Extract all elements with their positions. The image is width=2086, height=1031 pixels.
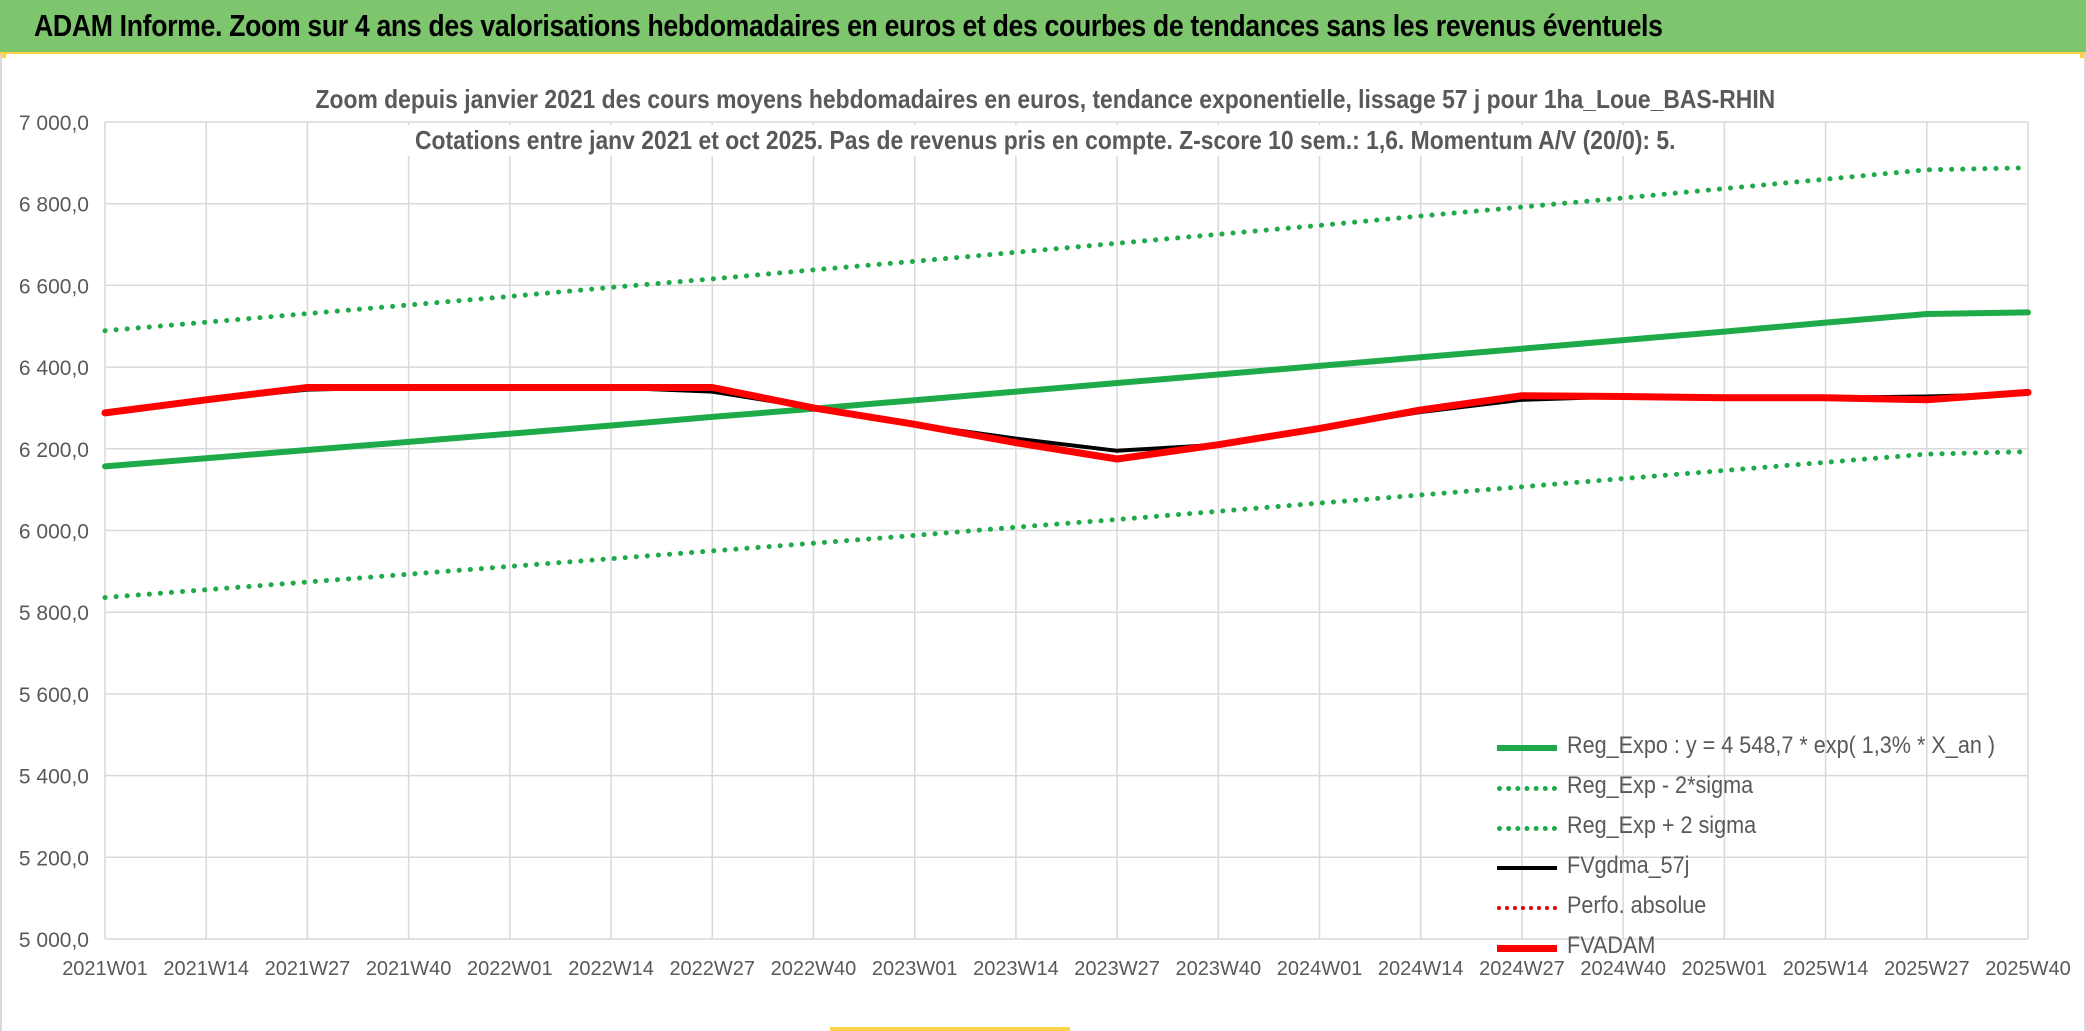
legend-label: Perfo. absolue: [1567, 892, 1707, 919]
y-tick-label: 7 000,0: [19, 112, 89, 135]
x-tick-label: 2025W40: [1985, 958, 2071, 980]
x-tick-label: 2024W40: [1580, 958, 1666, 980]
y-tick-label: 5 200,0: [19, 847, 89, 870]
y-tick-label: 5 000,0: [19, 929, 89, 952]
y-tick-label: 5 600,0: [19, 684, 89, 707]
x-tick-label: 2023W40: [1176, 958, 1262, 980]
x-tick-label: 2025W27: [1884, 958, 1970, 980]
legend-label: FVADAM: [1567, 932, 1656, 959]
legend-item: Reg_Exp + 2 sigma: [1497, 809, 2057, 849]
x-tick-label: 2024W01: [1277, 958, 1363, 980]
legend-item: Reg_Exp - 2*sigma: [1497, 769, 2057, 809]
legend-label: FVgdma_57j: [1567, 852, 1690, 879]
series-line-2: [102, 165, 2031, 334]
x-tick-label: 2021W40: [366, 958, 452, 980]
legend-label: Reg_Exp - 2*sigma: [1567, 772, 1754, 799]
series-line-0: [102, 309, 2031, 470]
y-tick-label: 5 400,0: [19, 766, 89, 789]
x-tick-label: 2022W27: [669, 958, 755, 980]
y-tick-label: 6 400,0: [19, 357, 89, 380]
x-tick-label: 2024W27: [1479, 958, 1565, 980]
chart-legend: Reg_Expo : y = 4 548,7 * exp( 1,3% * X_a…: [1497, 729, 2057, 969]
y-tick-label: 6 800,0: [19, 194, 89, 217]
legend-swatch: [1497, 785, 1557, 791]
chart-title-wrap: Zoom depuis janvier 2021 des cours moyen…: [2, 84, 2086, 115]
line-chart: 5 000,0 5 200,0 5 400,0 5 600,0 5 800,0 6 000…: [19, 112, 2071, 980]
chart-area: 5 000,0 5 200,0 5 400,0 5 600,0 5 800,0 6 000…: [0, 54, 2086, 1031]
y-tick-label: 6 000,0: [19, 521, 89, 544]
corner-accent-right: [2080, 54, 2086, 58]
legend-item: FVgdma_57j: [1497, 849, 2057, 889]
legend-item: FVADAM: [1497, 929, 2057, 969]
legend-item: Perfo. absolue: [1497, 889, 2057, 929]
report-title: ADAM Informe. Zoom sur 4 ans des valoris…: [34, 8, 1663, 43]
x-tick-label: 2024W14: [1378, 958, 1464, 980]
legend-swatch: [1497, 866, 1557, 870]
x-tick-label: 2025W14: [1783, 958, 1869, 980]
x-tick-label: 2022W14: [568, 958, 654, 980]
legend-label: Reg_Expo : y = 4 548,7 * exp( 1,3% * X_a…: [1567, 732, 1996, 759]
series-line-5: [101, 384, 2032, 463]
y-tick-label: 6 600,0: [19, 275, 89, 298]
legend-swatch: [1497, 944, 1557, 952]
legend-swatch: [1497, 906, 1557, 910]
legend-swatch: [1497, 825, 1557, 831]
x-tick-label: 2022W01: [467, 958, 553, 980]
x-tick-label: 2023W01: [872, 958, 958, 980]
x-tick-label: 2023W14: [973, 958, 1059, 980]
x-tick-label: 2022W40: [771, 958, 857, 980]
corner-accent-left: [0, 54, 6, 58]
x-tick-label: 2021W27: [265, 958, 351, 980]
legend-swatch: [1497, 745, 1557, 751]
x-tick-label: 2023W27: [1074, 958, 1160, 980]
y-tick-label: 6 200,0: [19, 439, 89, 462]
report-banner: ADAM Informe. Zoom sur 4 ans des valoris…: [0, 0, 2086, 54]
chart-title: Zoom depuis janvier 2021 des cours moyen…: [308, 84, 1782, 115]
y-tick-label: 5 800,0: [19, 602, 89, 625]
bottom-accent: [830, 1027, 1070, 1031]
x-tick-label: 2025W01: [1682, 958, 1768, 980]
x-tick-label: 2021W01: [62, 958, 148, 980]
chart-subtitle-wrap: Cotations entre janv 2021 et oct 2025. P…: [2, 125, 2086, 156]
legend-item: Reg_Expo : y = 4 548,7 * exp( 1,3% * X_a…: [1497, 729, 2057, 769]
x-tick-label: 2021W14: [163, 958, 249, 980]
series-line-1: [102, 449, 2031, 600]
chart-subtitle: Cotations entre janv 2021 et oct 2025. P…: [407, 125, 1683, 156]
legend-label: Reg_Exp + 2 sigma: [1567, 812, 1757, 839]
